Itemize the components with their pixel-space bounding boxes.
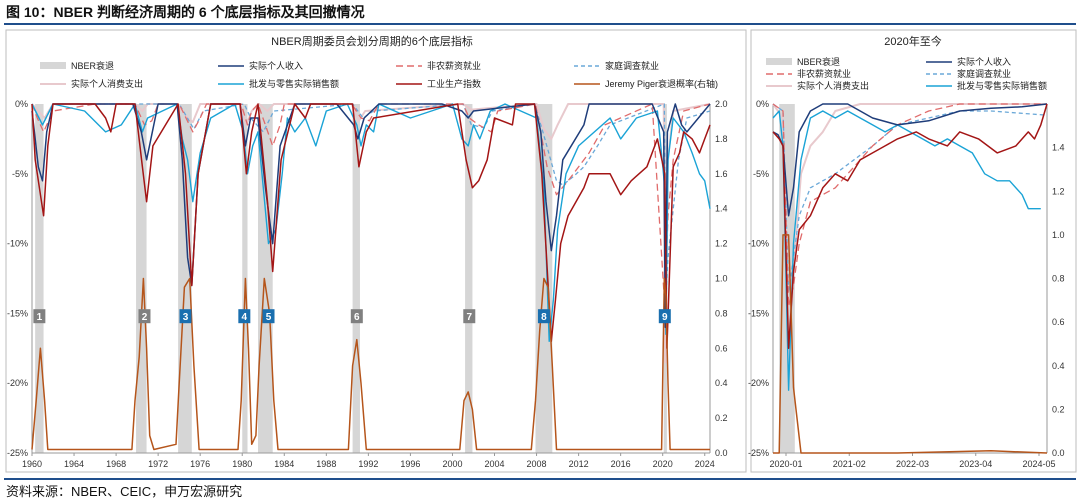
x-tick-label: 2020 [653, 459, 673, 469]
y-right-tick-label: 1.0 [715, 274, 728, 284]
recession-marker-label: 7 [467, 312, 473, 323]
recession-marker [262, 309, 275, 324]
chart-title: NBER周期委员会划分周期的6个底层指标 [271, 34, 473, 48]
y-right-tick-label: 2.0 [715, 99, 728, 109]
recession-marker [350, 309, 363, 324]
recession-marker-label: 8 [541, 312, 547, 323]
x-tick-label: 1980 [232, 459, 252, 469]
y-left-tick-label: -10% [7, 239, 28, 249]
recession-marker-label: 4 [242, 312, 248, 323]
legend-swatch-recession [40, 62, 66, 69]
recession-band [136, 104, 147, 453]
chart-historical: NBER周期委员会划分周期的6个底层指标 0% -5% -10% -15% -20% -25… [5, 29, 747, 473]
recession-marker [33, 309, 46, 324]
legend-label: 非农薪资就业 [427, 60, 481, 71]
recession-marker-label: 6 [354, 312, 360, 323]
x-tick-label: 1976 [190, 459, 210, 469]
y-left-tick-label: -15% [7, 308, 28, 318]
y-right-tick-label: 0.2 [715, 413, 728, 423]
x-tick-label: 2004 [484, 459, 504, 469]
recession-marker [238, 309, 251, 324]
recession-marker-label: 3 [183, 312, 189, 323]
series-line-piger [31, 277, 710, 451]
y-right-tick-label: 1.4 [715, 204, 728, 214]
recession-marker [138, 309, 151, 324]
legend-label: 实际个人收入 [249, 60, 303, 71]
recession-marker [463, 309, 476, 324]
series-line-household-emp [31, 103, 711, 301]
legend-label: Jeremy Piger衰退概率(右轴) [605, 78, 718, 89]
y-left-tick-label: -20% [7, 378, 28, 388]
y-right-tick-label: 1.2 [715, 239, 728, 249]
recession-marker [658, 309, 671, 324]
recession-band [178, 104, 192, 453]
x-tick-label: 2008 [527, 459, 547, 469]
x-tick-label: 1960 [22, 459, 42, 469]
recession-band [352, 104, 360, 453]
y-right-tick-label: 1.6 [715, 169, 728, 179]
top-rule [4, 23, 1076, 25]
x-tick-label: 1984 [274, 459, 294, 469]
series-line-payrolls [31, 103, 711, 308]
recession-marker [537, 309, 550, 324]
recession-band [35, 104, 44, 453]
recession-marker-label: 9 [662, 312, 668, 323]
y-right-tick-label: 0.0 [715, 448, 728, 458]
recession-marker-label: 1 [37, 312, 43, 323]
recession-marker-label: 5 [266, 312, 272, 323]
figure-title: 图 10：NBER 判断经济周期的 6 个底层指标及其回撤情况 [6, 4, 365, 20]
y-left-tick-label: -25% [7, 448, 28, 458]
series-line-real-income [31, 103, 711, 329]
x-tick-label: 2000 [442, 459, 462, 469]
series-line-consumption [31, 103, 711, 364]
series-line-industrial [31, 103, 711, 350]
x-tick-label: 1988 [316, 459, 336, 469]
x-tick-label: 1972 [148, 459, 168, 469]
recession-band [258, 104, 273, 453]
y-right-tick-label: 1.8 [715, 134, 728, 144]
recession-marker-label: 2 [142, 312, 148, 323]
legend-label: NBER衰退 [71, 60, 114, 71]
y-left-tick-label: -5% [12, 169, 28, 179]
legend-label: 批发与零售实际销售额 [249, 78, 339, 89]
legend-label: 实际个人消费支出 [71, 78, 143, 89]
legend-label: 家庭调查就业 [605, 60, 659, 71]
y-right-tick-label: 0.8 [715, 308, 728, 318]
x-tick-label: 1992 [358, 459, 378, 469]
y-right-tick-label: 0.6 [715, 343, 728, 353]
source-note: 资料来源：NBER、CEIC，申万宏源研究 [6, 484, 243, 499]
x-tick-label: 2016 [611, 459, 631, 469]
panel-frame [5, 29, 747, 473]
x-tick-label: 2012 [569, 459, 589, 469]
recession-marker [179, 309, 192, 324]
x-tick-label: 1996 [400, 459, 420, 469]
x-tick-label: 1964 [64, 459, 84, 469]
y-right-tick-label: 0.4 [715, 378, 728, 388]
x-tick-label: 1968 [106, 459, 126, 469]
bottom-rule [4, 478, 1076, 480]
recession-band [465, 104, 473, 453]
series-line-retail-sales [31, 103, 711, 342]
legend-label: 工业生产指数 [427, 78, 481, 89]
x-tick-label: 2024 [695, 459, 715, 469]
y-left-tick-label: 0% [15, 99, 28, 109]
